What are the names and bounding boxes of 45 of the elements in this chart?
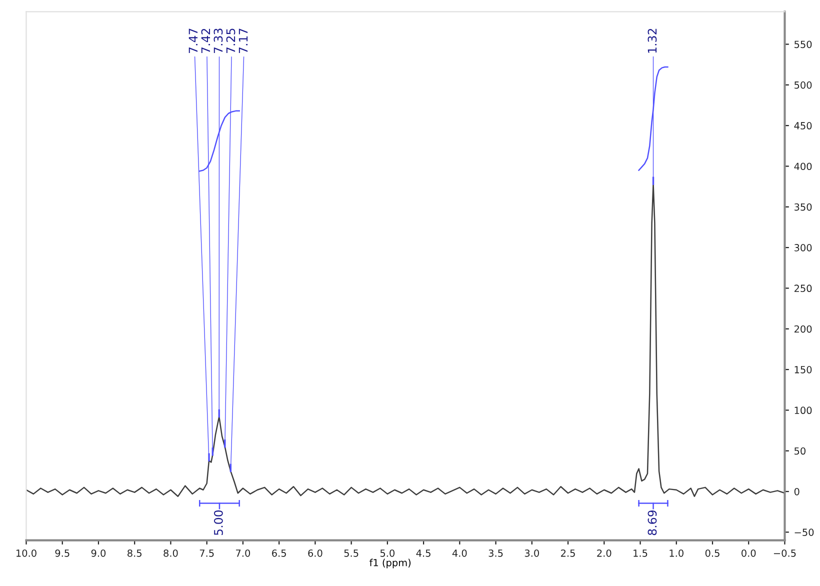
x-tick-label: 2.0 — [597, 549, 612, 557]
x-tick-label: 3.0 — [524, 549, 539, 557]
y-tick-label: −50 — [794, 528, 814, 536]
y-tick-label: 250 — [794, 284, 812, 292]
x-tick-label: 7.5 — [200, 550, 214, 557]
x-tick-label: 9.5 — [55, 549, 70, 557]
y-tick-label: 50 — [794, 447, 806, 455]
y-tick-label: 150 — [794, 366, 812, 374]
line-series — [26, 183, 785, 498]
y-tick-label: 0 — [794, 488, 800, 496]
x-tick-label: 5.5 — [344, 550, 358, 557]
annotation: 7.42 — [201, 28, 210, 54]
x-tick-label: 4.5 — [416, 550, 430, 557]
x-tick-label: 1.0 — [670, 549, 684, 557]
y-tick-label: 200 — [794, 325, 812, 333]
annotation: 7.17 — [238, 28, 248, 54]
annotation: 7.25 — [226, 28, 236, 54]
x-tick-label: 3.5 — [488, 549, 503, 557]
y-tick-label: 100 — [794, 406, 812, 414]
y-tick-label: 500 — [794, 81, 812, 89]
x-tick-label: 8.0 — [164, 549, 178, 557]
annotation: 7.47 — [188, 28, 198, 54]
x-tick-label: −0.5 — [774, 549, 796, 557]
x-tick-label: 7.0 — [236, 549, 250, 557]
x-tick-label: 1.5 — [634, 550, 648, 557]
x-tick-label: 8.5 — [128, 549, 142, 557]
y-tick-label: 300 — [794, 244, 812, 252]
y-tick-label: 350 — [794, 203, 812, 211]
x-axis-title: f1 (ppm) — [369, 558, 411, 568]
y-tick-label: 400 — [794, 162, 812, 170]
y-tick-label: 550 — [794, 40, 812, 48]
x-tick-label: 10.0 — [16, 549, 36, 557]
x-tick-label: 6.0 — [308, 549, 322, 557]
annotation: 1.32 — [648, 28, 657, 53]
x-tick-label: 4.0 — [452, 549, 467, 557]
x-tick-label: 0.0 — [742, 549, 756, 557]
x-tick-label: 5.0 — [380, 549, 395, 557]
x-tick-label: 0.5 — [705, 549, 720, 557]
annotation: 8.69 — [648, 510, 657, 536]
y-tick-label: 450 — [794, 122, 812, 130]
x-tick-label: 6.5 — [272, 549, 286, 557]
annotation: 7.33 — [214, 28, 223, 54]
x-tick-label: 9.0 — [91, 549, 106, 557]
annotation: 5.00 — [214, 510, 223, 536]
x-tick-label: 2.5 — [561, 549, 575, 557]
